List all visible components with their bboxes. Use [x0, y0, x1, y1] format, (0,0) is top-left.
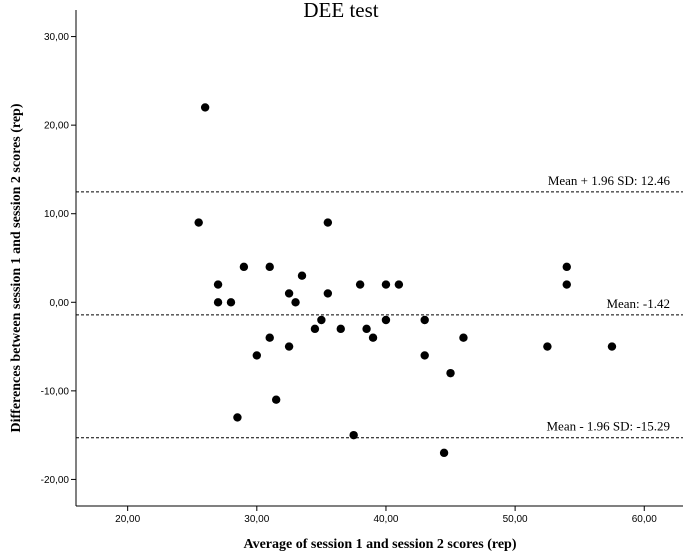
data-point: [381, 315, 391, 325]
data-point: [446, 368, 455, 378]
x-tick-label: 30,00: [244, 514, 269, 525]
data-point: [323, 289, 333, 298]
data-point: [265, 262, 274, 272]
y-axis-title: Differences between session 1 and sessio…: [9, 103, 24, 432]
data-point: [310, 324, 320, 334]
data-point: [284, 342, 294, 351]
x-axis-title: Average of session 1 and session 2 score…: [244, 537, 517, 552]
reference-lines: Mean + 1.96 SD: 12.46 Mean: -1.42 Mean - 1…: [76, 173, 683, 439]
data-point: [420, 315, 429, 325]
data-point: [368, 333, 378, 342]
data-point: [607, 342, 617, 351]
data-point: [317, 315, 326, 325]
data-point: [355, 280, 365, 289]
data-point: [200, 103, 210, 112]
data-point: [226, 298, 236, 307]
data-point: [420, 351, 429, 360]
x-tick-label: 20,00: [115, 514, 140, 525]
x-tick-label: 60,00: [632, 514, 657, 525]
data-points: [194, 103, 617, 458]
data-point: [459, 333, 468, 342]
data-point: [233, 413, 242, 422]
reference-line-label: Mean - 1.96 SD: -15.29: [547, 419, 671, 434]
data-point: [336, 324, 345, 334]
data-point: [265, 333, 274, 342]
data-point: [252, 351, 262, 360]
y-tick-label: -10,00: [41, 386, 70, 397]
reference-line-label: Mean: -1.42: [606, 296, 670, 311]
data-point: [394, 280, 404, 289]
chart-title: DEE test: [303, 0, 378, 22]
reference-line-label: Mean + 1.96 SD: 12.46: [548, 173, 671, 188]
x-tick-label: 40,00: [373, 514, 398, 525]
data-point: [543, 342, 552, 351]
data-point: [349, 430, 358, 440]
data-point: [213, 298, 223, 307]
data-point: [323, 218, 333, 227]
x-tick-label: 50,00: [503, 514, 528, 525]
data-point: [271, 395, 281, 404]
data-point: [291, 298, 300, 307]
data-point: [362, 324, 371, 334]
y-tick-label: 30,00: [44, 32, 69, 43]
data-point: [297, 271, 307, 280]
data-point: [284, 289, 294, 298]
data-point: [194, 218, 203, 227]
data-point: [239, 262, 249, 272]
y-tick-label: -20,00: [41, 475, 70, 486]
y-tick-label: 20,00: [44, 121, 69, 132]
data-point: [562, 262, 571, 272]
data-point: [562, 280, 571, 289]
data-point: [439, 448, 449, 458]
data-point: [213, 280, 223, 289]
data-point: [381, 280, 391, 289]
y-tick-label: 0,00: [50, 298, 70, 309]
axis-ticks: -20,00 -10,00 0,00 10,00 20,00 30,00 20,00 30,0…: [41, 32, 658, 525]
y-tick-label: 10,00: [44, 209, 69, 220]
